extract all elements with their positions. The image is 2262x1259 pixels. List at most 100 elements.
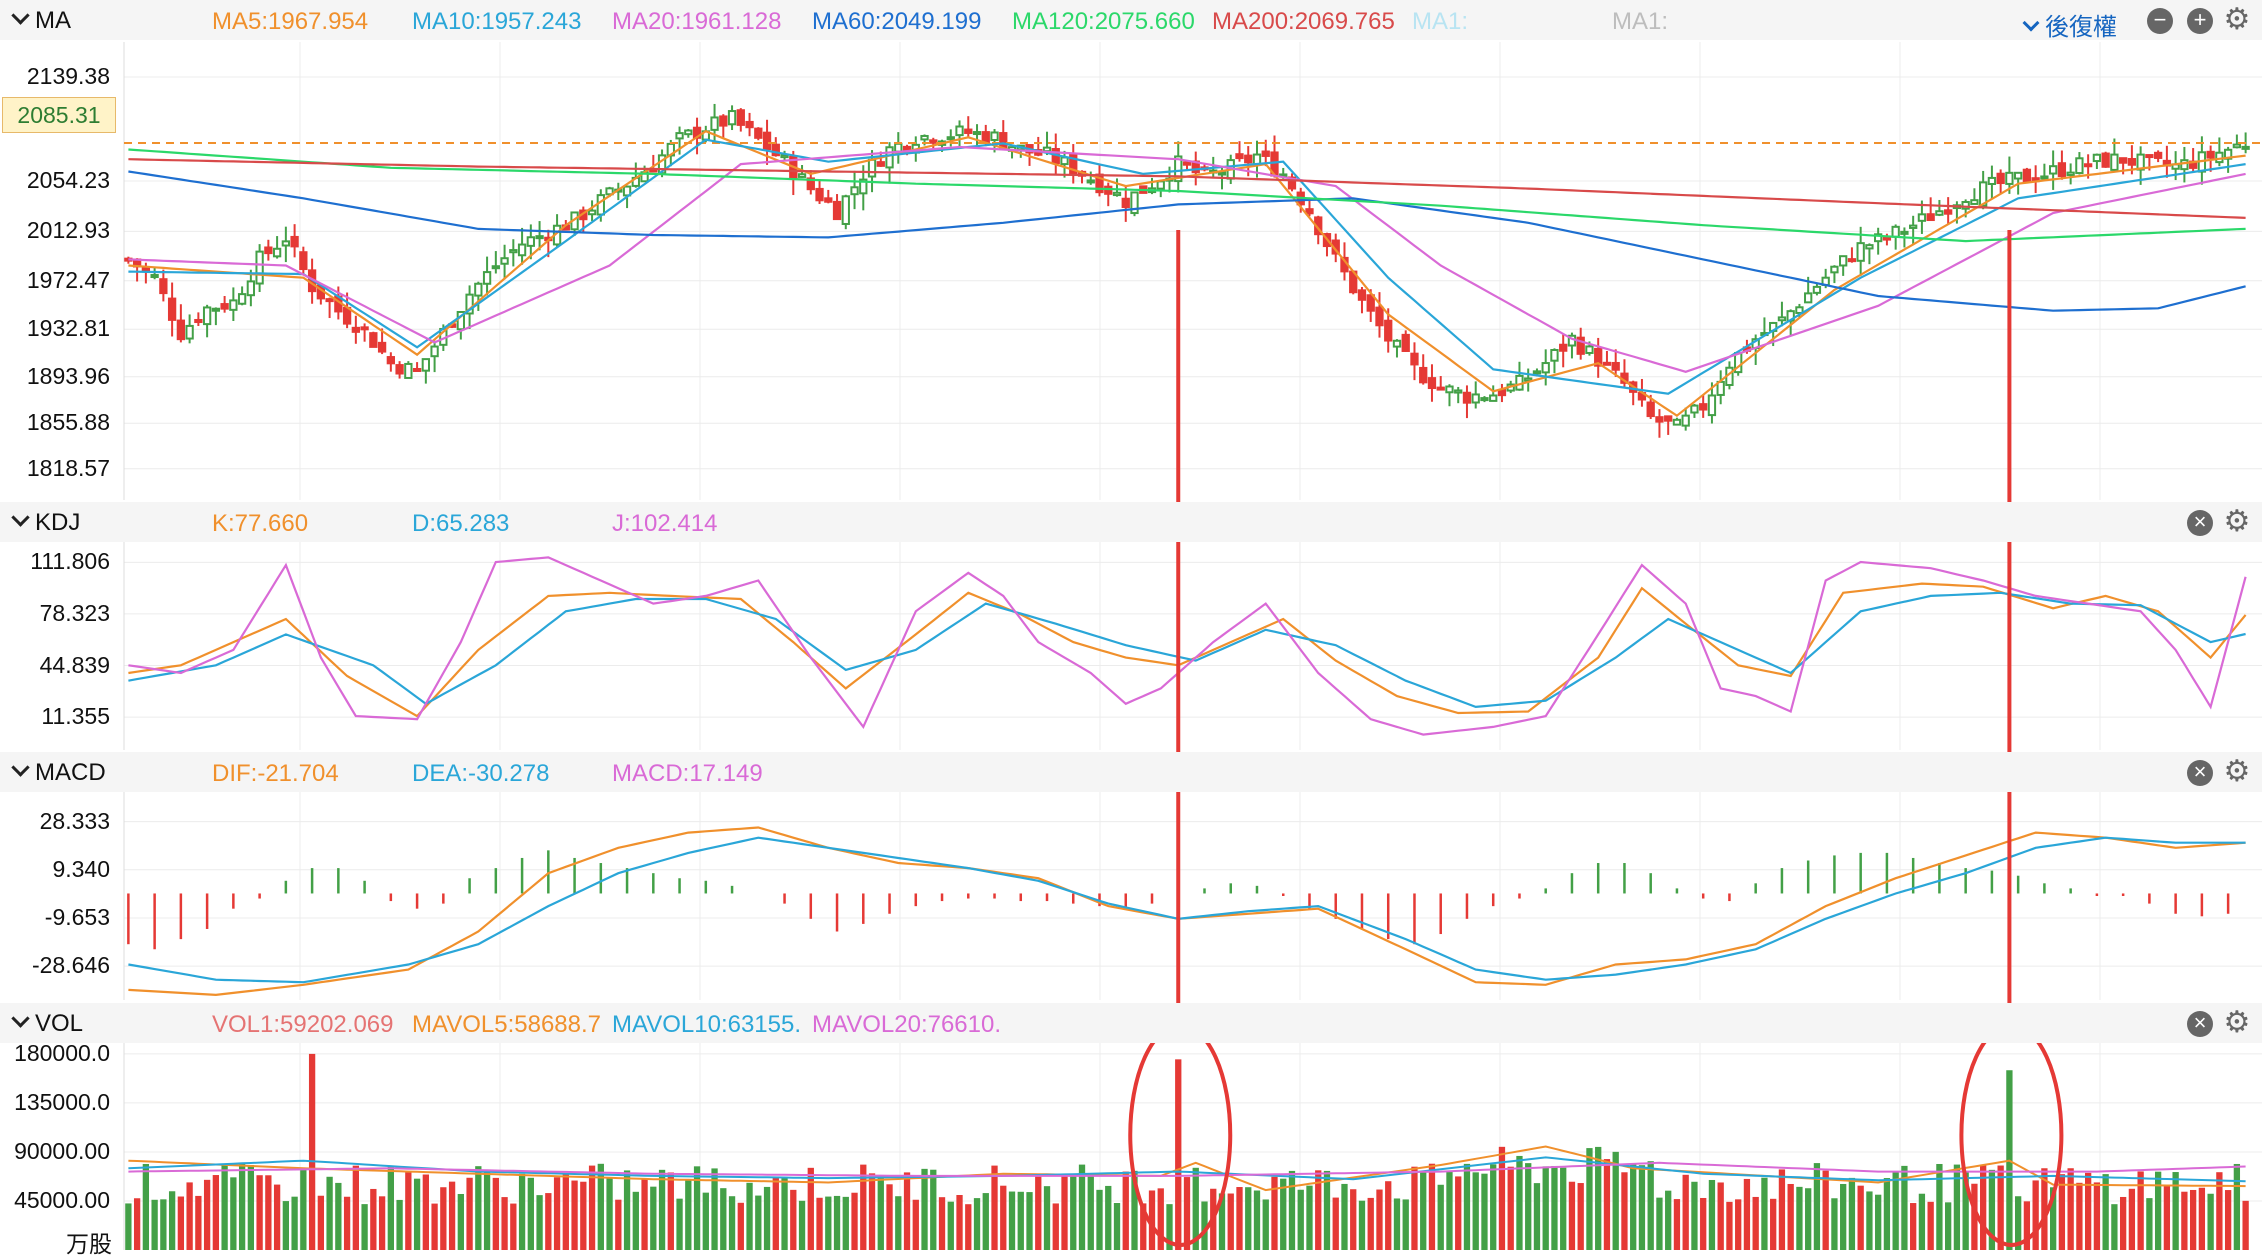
candle-body (272, 247, 282, 258)
candle-body (430, 345, 439, 358)
y-tick-label: 78.323 (39, 599, 110, 626)
gear-icon[interactable]: ⚙ (2223, 505, 2251, 538)
volume-bar (2224, 1190, 2232, 1250)
candle-body (2083, 163, 2093, 168)
volume-bar (1052, 1203, 1059, 1250)
gear-icon[interactable]: ⚙ (2223, 755, 2251, 788)
volume-bar (2102, 1174, 2109, 1250)
volume-bar (1061, 1175, 1068, 1250)
volume-bar (1927, 1201, 1934, 1250)
candle-body (517, 243, 527, 257)
volume-bar (1735, 1199, 1742, 1250)
candle-body (675, 132, 684, 140)
volume-bar (1113, 1203, 1121, 1250)
volume-bar (1000, 1185, 1007, 1250)
volume-bar (2023, 1201, 2031, 1250)
candle-body (2180, 159, 2189, 171)
volume-bar (142, 1163, 150, 1250)
volume-bar (2207, 1193, 2214, 1250)
volume-bar (1271, 1176, 1278, 1250)
candle-body (474, 282, 483, 297)
volume-bar (440, 1187, 447, 1250)
volume-bar (912, 1199, 919, 1250)
y-tick-label: 1972.47 (26, 266, 110, 293)
close-icon[interactable]: × (2187, 760, 2213, 786)
candle-body (194, 318, 203, 324)
indicator-label: MA20:1961.128 (612, 8, 782, 35)
close-icon[interactable]: × (2187, 1011, 2213, 1037)
gear-icon[interactable]: ⚙ (2223, 1006, 2251, 1039)
candle-body (1795, 306, 1804, 314)
volume-bar (1026, 1192, 1033, 1250)
candle-body (1042, 146, 1052, 153)
candle-body (2048, 165, 2058, 175)
volume-unit-label: 万股 (66, 1231, 112, 1257)
candle-body (299, 251, 308, 271)
volume-bar (527, 1177, 534, 1250)
volume-bar (781, 1176, 788, 1250)
close-icon[interactable]: × (2187, 510, 2213, 536)
volume-bar (1017, 1191, 1024, 1250)
candle-body (736, 109, 745, 126)
volume-bar (1665, 1190, 1672, 1250)
volume-bar (1078, 1164, 1086, 1250)
volume-bar (510, 1203, 517, 1250)
candle-body (2118, 157, 2128, 164)
candle-body (465, 293, 474, 315)
chevron-down-icon (11, 508, 30, 527)
candle-body (150, 274, 159, 279)
volume-bar (1008, 1191, 1016, 1250)
volume-bar (378, 1196, 386, 1250)
volume-bar (658, 1169, 666, 1250)
volume-bar (860, 1164, 867, 1250)
macd-panel-toggle[interactable]: MACD (11, 758, 106, 787)
gear-icon[interactable]: ⚙ (2223, 3, 2251, 36)
volume-bar (1043, 1186, 1051, 1250)
volume-bar (282, 1201, 290, 1250)
candle-body (167, 297, 177, 321)
volume-bar (632, 1191, 639, 1250)
y-tick-label: 180000.0 (14, 1039, 110, 1066)
kdj-panel-title: KDJ (35, 509, 81, 536)
kdj-panel-toggle[interactable]: KDJ (11, 508, 81, 537)
y-tick-label: 111.806 (30, 548, 110, 575)
volume-bar (1227, 1193, 1234, 1250)
volume-bar (615, 1199, 622, 1250)
minus-icon[interactable]: − (2147, 8, 2173, 34)
chevron-down-icon (11, 6, 30, 25)
volume-bar (1805, 1188, 1812, 1250)
candle-body (1681, 414, 1690, 427)
candle-body (1672, 418, 1682, 426)
volume-bar (1796, 1186, 1803, 1250)
vol-panel-toggle[interactable]: VOL (11, 1009, 83, 1038)
candle-body (369, 332, 378, 348)
candle-body (185, 324, 194, 340)
candle-body (237, 293, 247, 305)
volume-bar (151, 1199, 158, 1250)
volume-bar (1568, 1181, 1576, 1250)
volume-bar (1262, 1199, 1269, 1250)
candle-body (1174, 155, 1183, 183)
volume-bar (685, 1180, 692, 1250)
candle-body (1917, 213, 1927, 222)
volume-bar (1490, 1164, 1497, 1250)
volume-bar (1892, 1171, 1899, 1250)
candle-body (1445, 385, 1454, 394)
indicator-label: MA60:2049.199 (812, 8, 982, 35)
candle-body (229, 299, 238, 311)
adjust-dropdown[interactable]: 後復權 (2022, 7, 2117, 42)
volume-bar (343, 1196, 351, 1250)
volume-bar (1822, 1170, 1829, 1250)
volume-bar (868, 1173, 876, 1250)
plus-icon[interactable]: + (2187, 8, 2213, 34)
volume-bar (1350, 1189, 1357, 1250)
volume-bar (2198, 1187, 2206, 1250)
kdj-line-j (128, 556, 2247, 736)
candle-body (1585, 345, 1594, 354)
price-panel-toggle[interactable]: MA (11, 6, 71, 35)
volume-bar (1560, 1167, 1567, 1250)
volume-bar (2058, 1174, 2066, 1250)
volume-bar (1910, 1203, 1917, 1250)
chevron-down-icon (11, 1009, 30, 1028)
indicator-label: MACD:17.149 (612, 760, 763, 787)
